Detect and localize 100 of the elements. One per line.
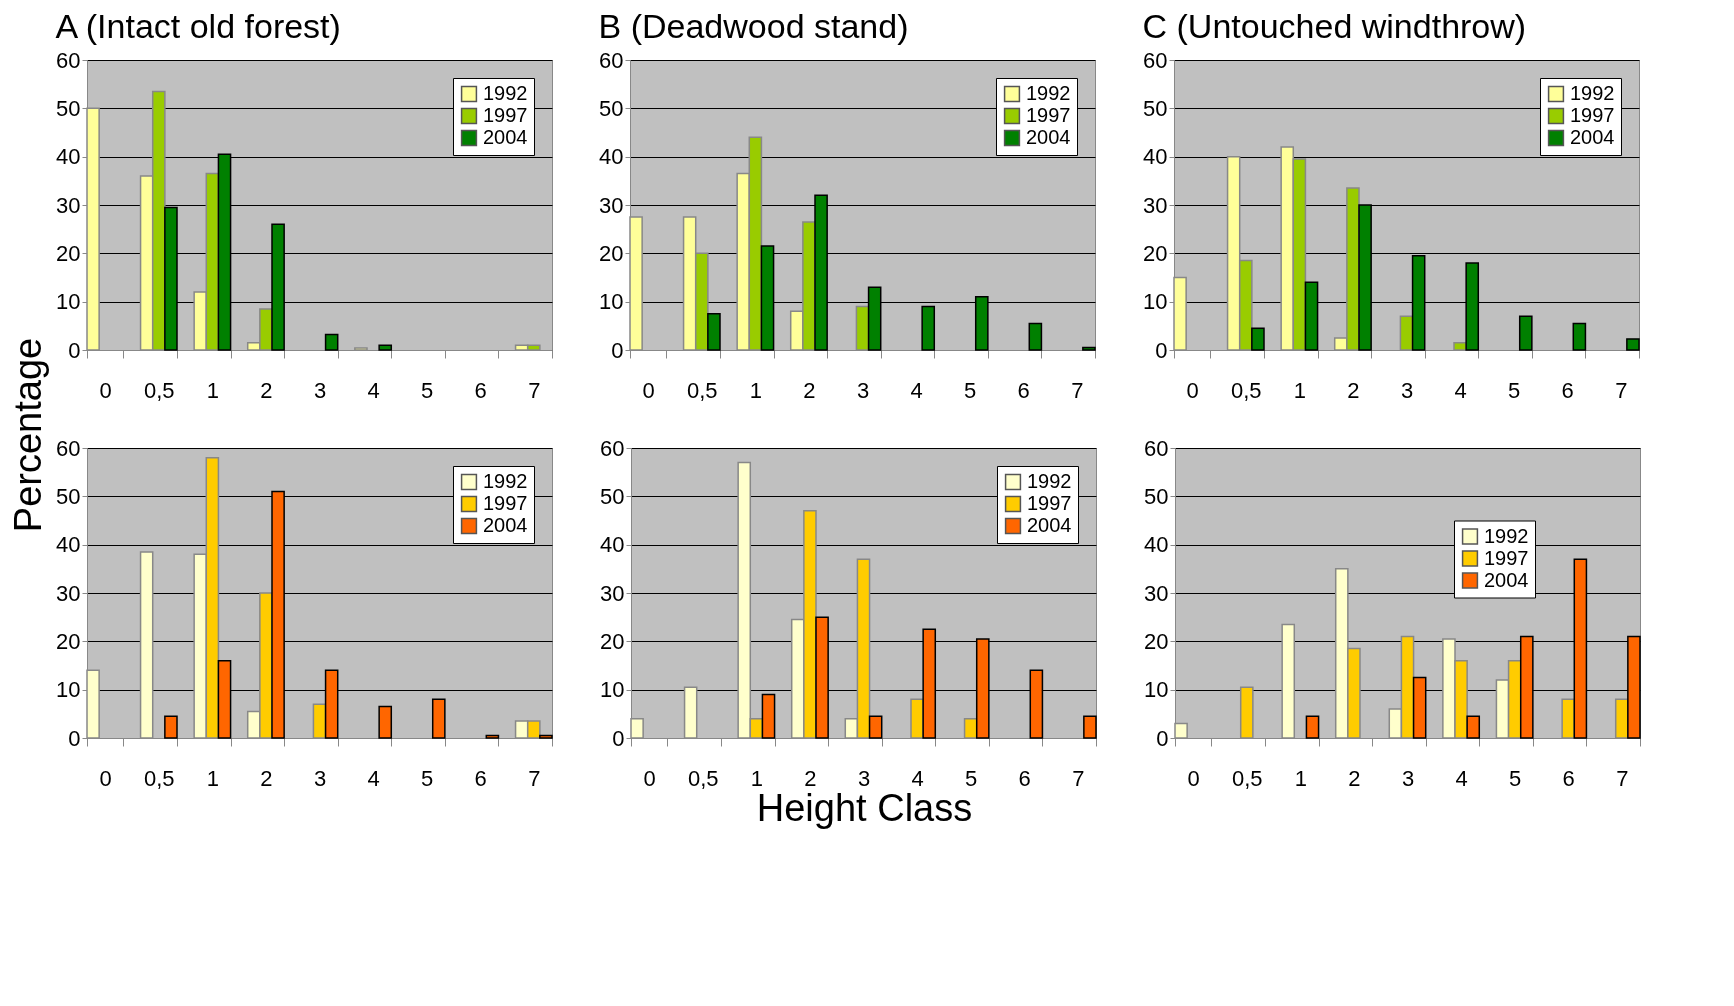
x-tick-label: 1 xyxy=(206,765,219,791)
x-tick-label: 4 xyxy=(1454,377,1467,403)
x-tick-label: 7 xyxy=(1615,377,1628,403)
bar xyxy=(1572,322,1587,351)
x-tick-label: 5 xyxy=(421,377,434,403)
y-tick-label: 20 xyxy=(56,240,81,266)
legend-label: 1992 xyxy=(1484,524,1529,547)
x-tick-label: 5 xyxy=(1509,765,1522,791)
x-tick-label: 4 xyxy=(910,377,923,403)
x-tick-label: 4 xyxy=(1455,765,1468,791)
x-tick-label: 2 xyxy=(803,377,816,403)
y-tick-label: 50 xyxy=(599,95,624,121)
y-tick-label: 40 xyxy=(56,532,81,558)
x-tick-label: 3 xyxy=(856,377,870,403)
x-tick-label: 2 xyxy=(260,377,273,403)
x-tick-label: 1 xyxy=(749,377,762,403)
bar xyxy=(485,734,500,739)
y-tick-label: 10 xyxy=(599,289,624,315)
bar xyxy=(539,734,553,739)
bar xyxy=(1083,715,1097,739)
y-tick-label: 40 xyxy=(600,532,625,558)
y-tick-label: 30 xyxy=(599,192,624,218)
y-tick-label: 0 xyxy=(612,725,625,751)
bar xyxy=(431,698,446,739)
bar xyxy=(1626,338,1640,351)
x-tick-label: 7 xyxy=(528,765,541,791)
x-tick-label: 0 xyxy=(99,765,112,791)
x-tick-label: 0,5 xyxy=(686,377,718,403)
bar xyxy=(868,715,883,739)
x-tick-label: 0 xyxy=(1186,377,1199,403)
x-tick-label: 0,5 xyxy=(1230,377,1262,403)
y-tick-label: 20 xyxy=(1143,240,1168,266)
x-tick-label: 0,5 xyxy=(1231,765,1263,791)
x-tick-label: 4 xyxy=(367,765,380,791)
y-axis-title: Percentage xyxy=(7,337,49,533)
bar xyxy=(378,705,393,739)
y-tick-label: 0 xyxy=(1155,337,1168,363)
x-tick-label: 6 xyxy=(1561,377,1574,403)
x-tick-label: 5 xyxy=(964,377,977,403)
chart-title: A (Intact old forest) xyxy=(55,7,341,45)
y-tick-label: 20 xyxy=(1144,628,1169,654)
x-tick-label: 6 xyxy=(474,765,487,791)
y-tick-label: 50 xyxy=(1143,95,1168,121)
x-tick-label: 0 xyxy=(642,377,655,403)
legend-label: 1997 xyxy=(1570,104,1615,126)
x-tick-label: 3 xyxy=(1400,377,1414,403)
y-tick-label: 10 xyxy=(56,289,81,315)
x-tick-label: 0 xyxy=(1187,765,1200,791)
legend-label: 1997 xyxy=(483,492,528,514)
x-tick-label: 2 xyxy=(1348,765,1361,791)
legend-label: 2004 xyxy=(1027,514,1072,536)
legend-label: 1992 xyxy=(1027,470,1072,492)
bar xyxy=(1082,346,1096,351)
y-tick-label: 50 xyxy=(56,95,81,121)
y-tick-label: 60 xyxy=(600,435,625,461)
x-tick-label: 7 xyxy=(1616,765,1629,791)
y-tick-label: 0 xyxy=(1156,725,1169,751)
x-tick-label: 6 xyxy=(474,377,487,403)
x-tick-label: 0 xyxy=(643,765,656,791)
x-tick-label: 4 xyxy=(367,377,380,403)
x-tick-label: 0,5 xyxy=(143,377,175,403)
bar xyxy=(1028,322,1043,351)
x-tick-label: 0,5 xyxy=(143,765,175,791)
x-tick-label: 1 xyxy=(206,377,219,403)
legend-label: 2004 xyxy=(483,514,528,536)
legend-label: 2004 xyxy=(1570,126,1615,148)
bar xyxy=(1305,715,1320,739)
x-tick-label: 7 xyxy=(1071,377,1084,403)
y-tick-label: 40 xyxy=(1143,144,1168,170)
chart-title: B (Deadwood stand) xyxy=(598,7,909,45)
bar xyxy=(1518,315,1533,351)
y-tick-label: 30 xyxy=(56,580,81,606)
x-tick-label: 3 xyxy=(313,377,327,403)
bar xyxy=(1466,715,1481,739)
y-tick-label: 50 xyxy=(1144,483,1169,509)
chart-title: C (Untouched windthrow) xyxy=(1142,7,1527,45)
legend-label: 1992 xyxy=(483,82,528,104)
legend-label: 2004 xyxy=(483,126,528,148)
bar xyxy=(1251,327,1265,351)
bar xyxy=(707,313,721,351)
legend-label: 1997 xyxy=(1027,492,1072,514)
y-tick-label: 10 xyxy=(600,677,625,703)
x-tick-label: 1 xyxy=(1294,765,1307,791)
y-tick-label: 0 xyxy=(611,337,624,363)
y-tick-label: 10 xyxy=(1143,289,1168,315)
x-tick-label: 7 xyxy=(1072,765,1085,791)
y-tick-label: 30 xyxy=(1144,580,1169,606)
bar xyxy=(378,344,393,351)
legend-label: 2004 xyxy=(1484,568,1529,591)
x-tick-label: 5 xyxy=(421,765,434,791)
y-tick-label: 60 xyxy=(599,47,624,73)
x-tick-label: 1 xyxy=(1293,377,1306,403)
x-tick-label: 3 xyxy=(1401,765,1415,791)
x-tick-label: 3 xyxy=(313,765,327,791)
x-tick-label: 2 xyxy=(1347,377,1360,403)
y-tick-label: 60 xyxy=(1144,435,1169,461)
x-tick-label: 7 xyxy=(528,377,541,403)
y-tick-label: 40 xyxy=(599,144,624,170)
y-tick-label: 60 xyxy=(1143,47,1168,73)
y-tick-label: 20 xyxy=(600,628,625,654)
